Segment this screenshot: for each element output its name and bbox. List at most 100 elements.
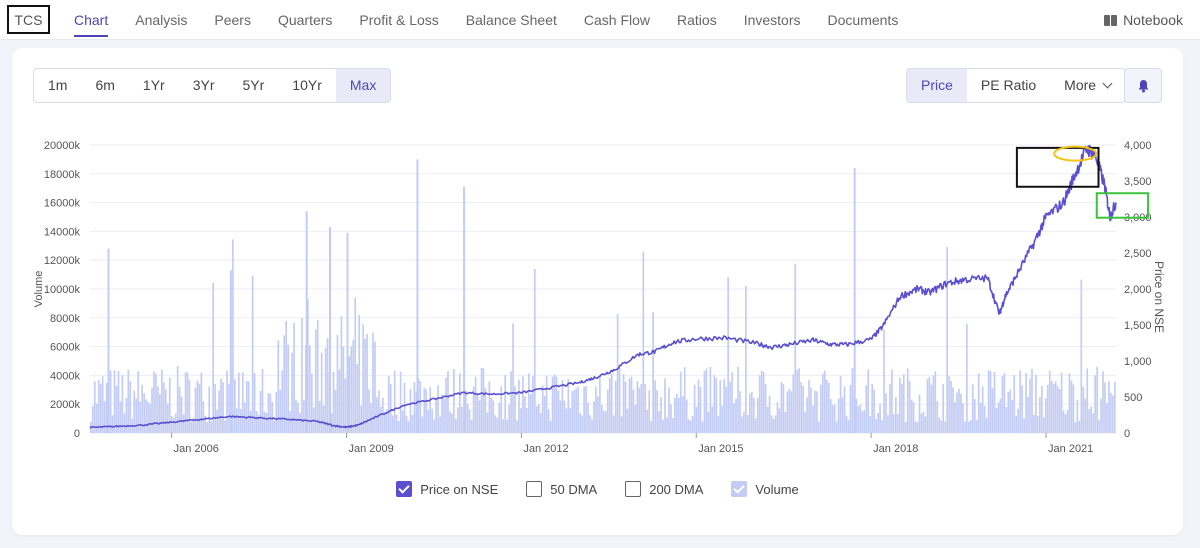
range-1m-button[interactable]: 1m <box>48 77 68 93</box>
checkbox-50-dma[interactable] <box>526 481 543 497</box>
volume-bar <box>198 383 201 433</box>
volume-bar <box>119 401 122 433</box>
notebook-link[interactable]: Notebook <box>1104 0 1183 40</box>
legend-price-on-nse[interactable]: Price on NSE <box>396 481 498 497</box>
legend-50-dma[interactable]: 50 DMA <box>526 481 597 497</box>
volume-bar <box>504 375 507 433</box>
left-tick-label: 14000k <box>44 226 81 238</box>
volume-bar <box>1001 376 1004 433</box>
tab-peers[interactable]: Peers <box>214 12 251 28</box>
volume-bar <box>500 386 503 433</box>
volume-bar <box>1086 368 1089 433</box>
volume-bar <box>435 399 437 433</box>
volume-bar <box>1009 389 1012 433</box>
tab-balance-sheet[interactable]: Balance Sheet <box>465 12 557 28</box>
volume-bar <box>591 419 593 433</box>
volume-bar <box>847 419 850 433</box>
volume-bar <box>545 375 548 433</box>
volume-bar <box>1023 418 1025 433</box>
legend-label: 50 DMA <box>550 481 598 497</box>
volume-bar <box>447 371 449 433</box>
company-name[interactable]: TCS <box>7 5 50 34</box>
volume-bar <box>906 368 909 433</box>
volume-bar <box>93 381 96 433</box>
volume-bar <box>1011 400 1014 433</box>
volume-bar <box>520 408 522 433</box>
volume-bar <box>614 380 617 433</box>
range-6m-button[interactable]: 6m <box>95 77 115 93</box>
legend-200-dma[interactable]: 200 DMA <box>625 481 703 497</box>
volume-bar <box>569 407 572 433</box>
volume-bar <box>456 407 459 433</box>
volume-bar <box>1100 398 1102 433</box>
volume-bar <box>101 376 104 433</box>
price-button[interactable]: Price <box>907 69 967 102</box>
volume-bar <box>159 393 161 433</box>
more-dropdown[interactable]: More <box>1050 69 1125 102</box>
volume-bar <box>956 392 958 433</box>
volume-bar <box>409 388 412 433</box>
legend-label: Price on NSE <box>420 481 499 497</box>
volume-bar <box>496 417 499 433</box>
tab-documents[interactable]: Documents <box>827 12 899 28</box>
volume-bar <box>502 419 505 433</box>
range-3yr-button[interactable]: 3Yr <box>192 77 215 93</box>
volume-bar <box>91 405 94 433</box>
range-1yr-button[interactable]: 1Yr <box>142 77 165 93</box>
volume-bar <box>940 420 943 433</box>
tab-profit-loss[interactable]: Profit & Loss <box>359 12 439 28</box>
volume-bar <box>632 389 635 433</box>
volume-bar <box>1046 385 1049 433</box>
volume-bar <box>699 387 702 433</box>
volume-bar <box>995 407 998 433</box>
legend-volume[interactable]: Volume <box>731 481 799 497</box>
range-10yr-button[interactable]: 10Yr <box>292 77 322 93</box>
volume-bar <box>194 387 197 433</box>
volume-bar <box>924 416 927 433</box>
volume-bar <box>583 386 585 433</box>
checkbox-price-on-nse[interactable] <box>396 481 413 497</box>
volume-bar <box>121 375 124 433</box>
volume-bar <box>616 313 619 433</box>
volume-bar <box>983 405 986 433</box>
volume-bar <box>855 398 858 433</box>
volume-bar <box>689 420 692 433</box>
volume-bar <box>1052 383 1055 433</box>
checkbox-volume[interactable] <box>731 481 748 497</box>
tab-chart[interactable]: Chart <box>74 0 109 40</box>
volume-bar <box>587 402 589 433</box>
volume-bar <box>257 414 260 433</box>
volume-bar <box>1027 396 1029 433</box>
volume-bar <box>320 352 323 433</box>
volume-bar <box>510 371 512 433</box>
volume-bar <box>506 419 508 433</box>
tab-analysis[interactable]: Analysis <box>135 12 188 28</box>
pe-ratio-button[interactable]: PE Ratio <box>980 77 1037 93</box>
volume-bar <box>703 371 706 433</box>
volume-bar <box>468 409 471 433</box>
tab-ratios[interactable]: Ratios <box>677 12 717 28</box>
volume-bar <box>512 323 514 433</box>
volume-bar <box>948 376 950 433</box>
checkbox-200-dma[interactable] <box>625 481 642 497</box>
right-tick-label: 500 <box>1124 392 1142 404</box>
volume-bar <box>155 373 157 433</box>
left-tick-label: 18000k <box>44 169 81 181</box>
volume-bar <box>445 377 447 433</box>
tab-cash-flow[interactable]: Cash Flow <box>583 12 651 28</box>
range-5yr-button[interactable]: 5Yr <box>242 77 265 93</box>
volume-bar <box>182 414 185 433</box>
volume-bar <box>910 399 913 433</box>
volume-bar <box>831 405 834 433</box>
tab-investors[interactable]: Investors <box>743 12 801 28</box>
range-max-button[interactable]: Max <box>335 69 391 102</box>
price-volume-chart[interactable]: 0 2000k 4000k 6000k 8000k 10000k 12000k 14000k 1… <box>12 48 1183 535</box>
volume-bar <box>427 409 430 433</box>
volume-bar <box>537 403 540 433</box>
book-icon <box>1104 14 1118 26</box>
volume-bar <box>960 393 962 433</box>
tab-quarters[interactable]: Quarters <box>277 12 333 28</box>
volume-bar <box>1021 385 1023 433</box>
volume-bar <box>707 412 710 433</box>
alert-button[interactable] <box>1124 68 1162 103</box>
